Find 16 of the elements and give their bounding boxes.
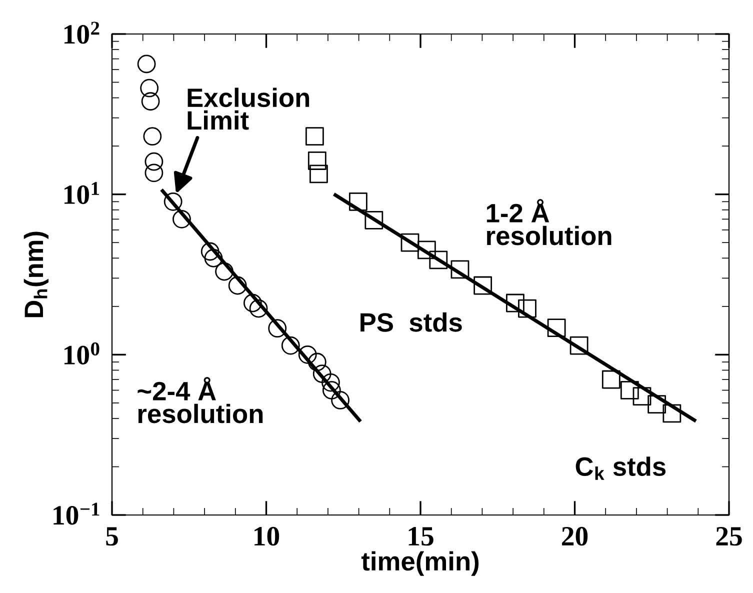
y-tick-label: 10$^{1}$ <box>64 182 99 204</box>
x-tick-label: 15 <box>408 527 434 546</box>
x-tick-label: 10 <box>254 526 280 546</box>
annotation: PS stds <box>360 312 462 332</box>
y-axis-title: D$_{h}$(nm) <box>24 232 48 318</box>
y-tick-label: 10$^{0}$ <box>64 342 100 364</box>
annotation: C$_{k}$ stds <box>576 456 666 480</box>
y-tick-label: 10$^{−1}$ <box>54 502 100 525</box>
annotation: ~2-4 Å resolution <box>138 376 263 424</box>
x-tick-label: 5 <box>106 527 118 546</box>
x-tick-label: 25 <box>716 526 742 546</box>
y-tick-label: 10$^{2}$ <box>64 22 100 44</box>
annotation: Exclusion Limit <box>188 88 310 130</box>
annotation: 1-2 Å resolution <box>486 198 612 246</box>
x-tick-label: 20 <box>562 526 588 546</box>
x-axis-title: time(min) <box>361 551 479 576</box>
